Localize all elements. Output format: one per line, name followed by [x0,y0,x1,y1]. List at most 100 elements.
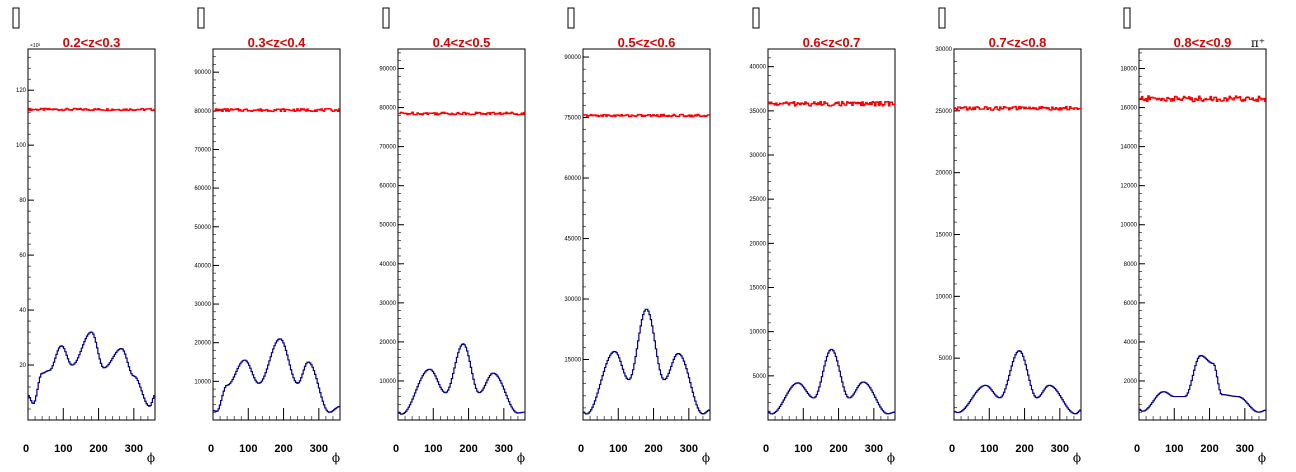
x-tick-label: 0 [1134,443,1140,455]
x-axis-label: ϕ [1073,451,1081,465]
y-tick-label: 40 [19,308,26,314]
y-tick-label: 45000 [564,237,581,243]
chart-panel-2: 0.3<z<0.4 10000 20000 30000 40000 50000 60000 7… [194,7,341,465]
flat-series-line [768,100,895,107]
x-tick-label: 100 [609,443,627,455]
plot-frame [1138,48,1267,421]
y-tick-label: 20 [19,363,26,369]
x-tick-label: 300 [1051,443,1069,455]
pad-marker-icon [197,7,205,29]
y-tick-label: 25000 [749,197,766,203]
x-tick-label: 200 [644,443,662,455]
y-tick-label: 15000 [935,233,952,239]
chart-panel-5: 0.6<z<0.7 5000 10000 15000 20000 25000 30000 35… [749,7,896,465]
x-axis-label: ϕ [147,451,155,465]
y-tick-label: 80000 [379,106,396,112]
x-axis-label: ϕ [887,451,895,465]
pad-marker-icon [938,7,946,29]
y-tick-label: 30000 [564,297,581,303]
modulated-series-line [954,350,1081,415]
x-axis-label: ϕ [1258,451,1266,465]
plot-frame [582,48,711,421]
x-tick-label: 200 [829,443,847,455]
y-tick-label: 90000 [194,70,211,76]
pad-marker-icon [12,7,20,29]
y-tick-label: 25000 [935,109,952,115]
x-tick-label: 300 [1236,443,1254,455]
modulated-series-line [28,331,155,407]
x-axis-label: ϕ [332,451,340,465]
modulated-series-line [583,308,710,415]
y-tick-label: 40000 [194,263,211,269]
y-tick-label: 20000 [749,241,766,247]
x-tick-label: 100 [794,443,812,455]
y-tick-label: 60000 [564,176,581,182]
plot-frame [397,48,526,421]
y-tick-label: 20000 [379,340,396,346]
x-tick-label: 100 [980,443,998,455]
modulated-series-line [213,338,340,413]
chart-annotation: π⁺ [1251,36,1265,50]
y-tick-label: 60 [19,253,26,259]
x-tick-label: 300 [680,443,698,455]
y-tick-label: 60000 [379,184,396,190]
y-tick-label: 10000 [1120,223,1137,229]
y-tick-label: 100 [16,143,27,149]
flat-series-line [398,111,525,116]
y-tick-label: 10000 [194,379,211,385]
plot-frame [953,48,1082,421]
y-tick-label: 12000 [1120,184,1137,190]
modulated-series-line [768,348,895,415]
pad-marker-icon [752,7,760,29]
pad-marker-icon [382,7,390,29]
x-tick-label: 300 [310,443,328,455]
flat-series-line [213,108,340,113]
y-tick-label: 40000 [379,262,396,268]
y-tick-label: 50000 [379,223,396,229]
y-tick-label: 10000 [935,294,952,300]
x-tick-label: 0 [949,443,955,455]
pad-marker-icon [567,7,575,29]
x-tick-label: 100 [424,443,442,455]
y-tick-label: 30000 [379,301,396,307]
flat-series-line [954,105,1081,111]
pad-marker-icon [1123,7,1131,29]
x-tick-label: 0 [763,443,769,455]
chart-title: 0.8<z<0.9 [1174,35,1232,50]
y-tick-label: 4000 [1124,340,1138,346]
chart-panel-7: 0.8<z<0.92000400060008000100001200014000… [1120,7,1267,465]
y-tick-label: 60000 [194,186,211,192]
x-axis-label: ϕ [517,451,525,465]
x-tick-label: 200 [274,443,292,455]
y-tick-label: 15000 [564,358,581,364]
x-tick-label: 200 [1200,443,1218,455]
plot-frame [27,48,156,421]
x-axis-label: ϕ [702,451,710,465]
chart-title: 0.2<z<0.3 [63,35,121,50]
y-tick-label: 70000 [194,147,211,153]
y-tick-label: 120 [16,88,27,94]
chart-panel-3: 0.4<z<0.5 10000 20000 30000 40000 50000 60000 7… [379,7,526,465]
x-tick-label: 0 [393,443,399,455]
plot-frame [212,48,341,421]
y-tick-label: 30000 [749,153,766,159]
y-tick-label: 14000 [1120,145,1137,151]
x-tick-label: 200 [459,443,477,455]
flat-series-line [583,113,710,118]
flat-series-line [1139,95,1266,103]
chart-title: 0.3<z<0.4 [248,35,307,50]
y-tick-label: 8000 [1124,262,1138,268]
y-tick-label: 90000 [564,55,581,61]
x-tick-label: 100 [239,443,257,455]
y-tick-label: 30000 [935,47,952,53]
chart-title: 0.6<z<0.7 [803,35,861,50]
y-tick-label: 35000 [749,109,766,115]
y-tick-label: 80 [19,198,26,204]
x-tick-label: 0 [23,443,29,455]
y-tick-label: 2000 [1124,379,1138,385]
y-tick-label: 70000 [379,145,396,151]
y-tick-label: 90000 [379,67,396,73]
y-tick-label: 40000 [749,65,766,71]
x-tick-label: 0 [578,443,584,455]
flat-series-line [28,107,155,112]
